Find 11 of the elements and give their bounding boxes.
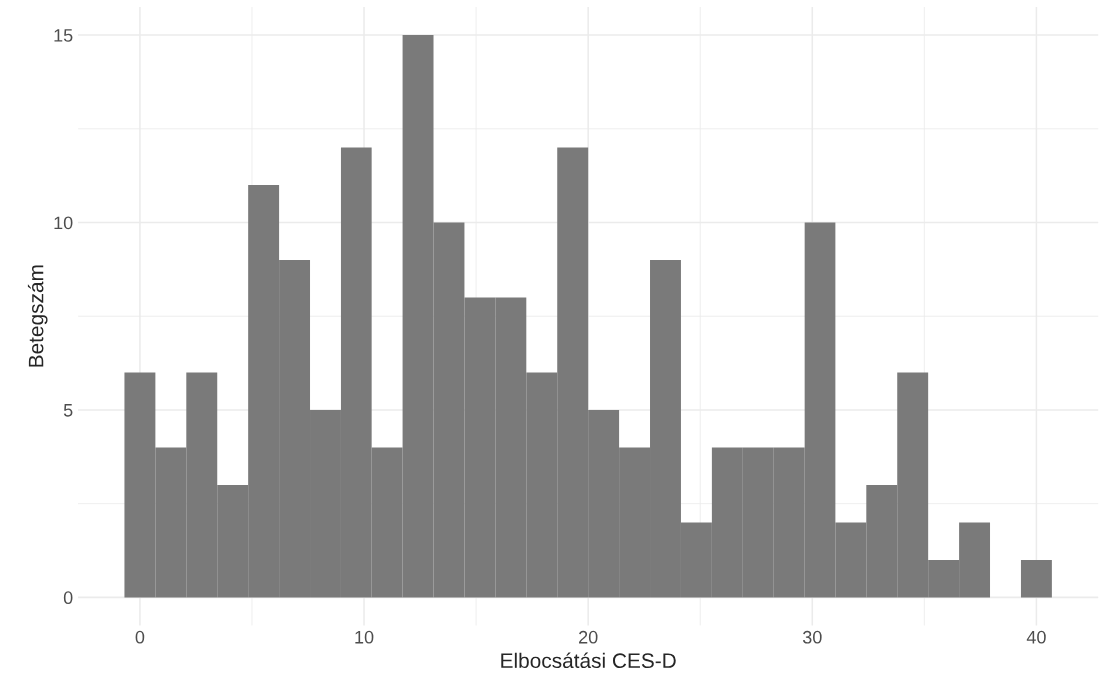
x-tick-label: 30	[802, 630, 822, 644]
y-tick-label: 10	[54, 216, 73, 230]
y-tick-label: 0	[63, 591, 73, 605]
x-tick-label: 0	[135, 630, 145, 644]
x-tick-label: 20	[579, 630, 598, 644]
x-tick-label: 10	[355, 630, 374, 644]
y-tick-label: 15	[54, 29, 73, 42]
x-tick-label: 40	[1026, 630, 1046, 644]
x-axis-title: Elbocsátási CES-D	[501, 652, 676, 669]
y-axis-title: Betegszám	[27, 265, 48, 367]
y-tick-label: 5	[63, 404, 73, 417]
